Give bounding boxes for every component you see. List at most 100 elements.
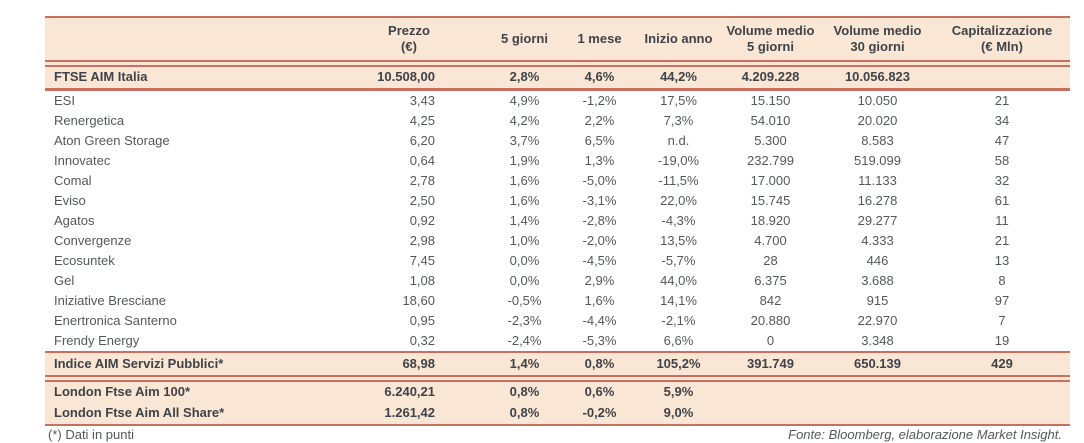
index-row-london-vol30 (821, 382, 934, 403)
index-row-london-d5: 0,8% (487, 382, 562, 403)
table-row-name: Frendy Energy (45, 331, 375, 351)
table-row-d5: -2,4% (487, 331, 562, 351)
table-row-d5: 1,4% (487, 211, 562, 231)
table-row: Iniziative Bresciane 18,60 -0,5% 1,6% 14,1% 8… (45, 291, 1070, 311)
table-row: Frendy Energy 0,32 -2,4% -5,3% 6,6% 0 3.348 19 (45, 331, 1070, 351)
table-row-m1: -4,4% (562, 311, 637, 331)
table-row-ytd: 13,5% (637, 231, 720, 251)
index-row-london-name: London Ftse Aim 100* (45, 382, 375, 403)
table-row-prezzo: 0,32 (375, 331, 487, 351)
table-row-vol5: 0 (720, 331, 821, 351)
table-row-prezzo: 0,95 (375, 311, 487, 331)
header-separator-row-vol5 (720, 62, 821, 67)
table-row: Enertronica Santerno 0,95 -2,3% -4,4% -2,1% 2… (45, 311, 1070, 331)
header-separator-row-name (45, 62, 375, 67)
table-row-name: Innovatec (45, 151, 375, 171)
table-row-m1: 1,6% (562, 291, 637, 311)
table-row-vol30: 8.583 (821, 131, 934, 151)
index-row-ftse-aim-italia-vol30: 10.056.823 (821, 67, 934, 91)
index-row-london-name: London Ftse Aim All Share* (45, 403, 375, 426)
footnote: (*) Dati in punti (48, 427, 134, 442)
table-row-name: Renergetica (45, 111, 375, 131)
header-separator-row-m1 (562, 62, 637, 67)
index-row-london-vol5 (720, 382, 821, 403)
table-row-cap: 58 (934, 151, 1070, 171)
index-row-london: London Ftse Aim All Share* 1.261,42 0,8% -0… (45, 403, 1070, 426)
index-row-ftse-aim-italia-ytd: 44,2% (637, 67, 720, 91)
column-header-volume-5-giorni: Volume medio 5 giorni (720, 16, 821, 62)
table-row-prezzo: 18,60 (375, 291, 487, 311)
table-row: Gel 1,08 0,0% 2,9% 44,0% 6.375 3.688 8 (45, 271, 1070, 291)
source-note: Fonte: Bloomberg, elaborazione Market In… (788, 427, 1062, 442)
index-row-london-ytd: 5,9% (637, 382, 720, 403)
table-row: ESI 3,43 4,9% -1,2% 17,5% 15.150 10.050 21 (45, 91, 1070, 111)
table-row-vol5: 54.010 (720, 111, 821, 131)
table-row-vol30: 10.050 (821, 91, 934, 111)
table-row-ytd: -19,0% (637, 151, 720, 171)
table-row-m1: 2,2% (562, 111, 637, 131)
index-row-ftse-aim-italia: FTSE AIM Italia 10.508,00 2,8% 4,6% 44,2% 4.2… (45, 67, 1070, 91)
index-row-ftse-aim-italia-prezzo: 10.508,00 (375, 67, 487, 91)
table-row-d5: 1,6% (487, 171, 562, 191)
table-row-prezzo: 3,43 (375, 91, 487, 111)
table-row-ytd: -11,5% (637, 171, 720, 191)
index-row-london-vol30 (821, 403, 934, 426)
index-row-aim-servizi-pubblici-cap: 429 (934, 351, 1070, 377)
table-row-vol5: 15.745 (720, 191, 821, 211)
table-row-vol30: 4.333 (821, 231, 934, 251)
column-header-prezzo: Prezzo (€) (375, 16, 487, 62)
table-row-ytd: 17,5% (637, 91, 720, 111)
column-header-inizio-anno: Inizio anno (637, 16, 720, 62)
index-row-ftse-aim-italia-vol5: 4.209.228 (720, 67, 821, 91)
index-row-ftse-aim-italia-d5: 2,8% (487, 67, 562, 91)
table-row-cap: 32 (934, 171, 1070, 191)
table-row-vol30: 20.020 (821, 111, 934, 131)
index-row-aim-servizi-pubblici-ytd: 105,2% (637, 351, 720, 377)
table-row-prezzo: 2,50 (375, 191, 487, 211)
table-row: Ecosuntek 7,45 0,0% -4,5% -5,7% 28 446 13 (45, 251, 1070, 271)
table-row-vol5: 17.000 (720, 171, 821, 191)
table-row-cap: 97 (934, 291, 1070, 311)
table-row: Eviso 2,50 1,6% -3,1% 22,0% 15.745 16.278 61 (45, 191, 1070, 211)
column-header-capitalizzazione: Capitalizzazione (€ Mln) (934, 16, 1070, 62)
table-row-d5: 1,0% (487, 231, 562, 251)
header-separator-row-d5 (487, 62, 562, 67)
table-row-m1: -4,5% (562, 251, 637, 271)
table-row-cap: 47 (934, 131, 1070, 151)
table-row-ytd: n.d. (637, 131, 720, 151)
table-row-cap: 7 (934, 311, 1070, 331)
index-row-london: London Ftse Aim 100* 6.240,21 0,8% 0,6% 5,9% (45, 382, 1070, 403)
index-row-london-prezzo: 1.261,42 (375, 403, 487, 426)
table-row-vol30: 11.133 (821, 171, 934, 191)
table-row-vol30: 29.277 (821, 211, 934, 231)
index-row-aim-servizi-pubblici-m1: 0,8% (562, 351, 637, 377)
table-row-prezzo: 1,08 (375, 271, 487, 291)
table-row-ytd: 44,0% (637, 271, 720, 291)
index-row-london-m1: 0,6% (562, 382, 637, 403)
table-row-ytd: 6,6% (637, 331, 720, 351)
table-row: Innovatec 0,64 1,9% 1,3% -19,0% 232.799 519.09… (45, 151, 1070, 171)
table-row-prezzo: 2,98 (375, 231, 487, 251)
table-row-m1: -1,2% (562, 91, 637, 111)
table-row-name: Gel (45, 271, 375, 291)
table-row: Comal 2,78 1,6% -5,0% -11,5% 17.000 11.133 32 (45, 171, 1070, 191)
table-row-m1: -2,0% (562, 231, 637, 251)
column-header-name (45, 16, 375, 62)
table-row-m1: -2,8% (562, 211, 637, 231)
table-row-vol30: 3.688 (821, 271, 934, 291)
table-row-name: Agatos (45, 211, 375, 231)
table-row-vol30: 3.348 (821, 331, 934, 351)
table-row-d5: -0,5% (487, 291, 562, 311)
table-row-ytd: 14,1% (637, 291, 720, 311)
table-row-prezzo: 0,64 (375, 151, 487, 171)
table-row: Renergetica 4,25 4,2% 2,2% 7,3% 54.010 20.020 3… (45, 111, 1070, 131)
table-row-ytd: -5,7% (637, 251, 720, 271)
table-row-cap: 21 (934, 231, 1070, 251)
london-separator-row (45, 377, 1070, 382)
table-row-name: Eviso (45, 191, 375, 211)
table-row-vol30: 16.278 (821, 191, 934, 211)
index-row-aim-servizi-pubblici-name: Indice AIM Servizi Pubblici* (45, 351, 375, 377)
table-row: Aton Green Storage 6,20 3,7% 6,5% n.d. 5.300 8… (45, 131, 1070, 151)
index-row-london-ytd: 9,0% (637, 403, 720, 426)
table-row-vol5: 18.920 (720, 211, 821, 231)
